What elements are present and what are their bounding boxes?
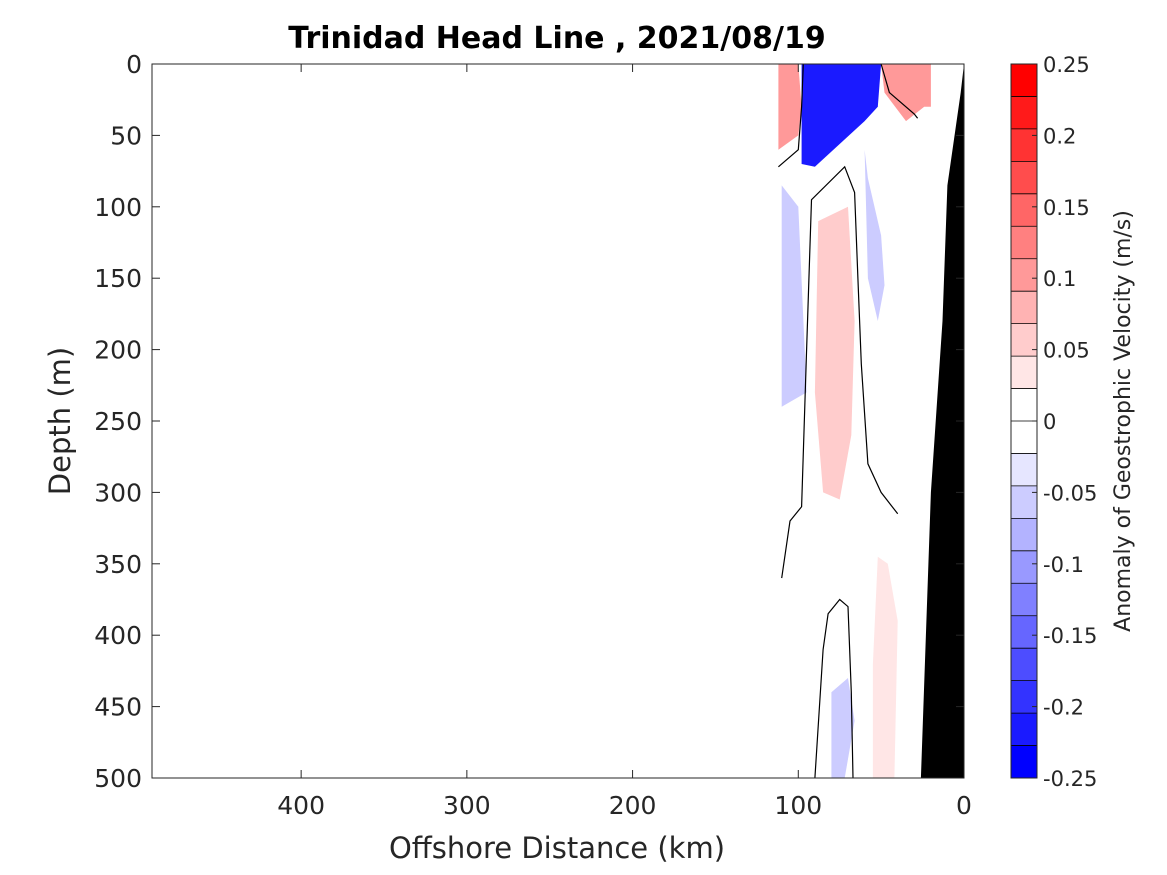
colorbar-band: [1011, 291, 1037, 324]
contour-fill-layer: [778, 64, 931, 778]
x-axis-ticks: 400 300 200 100 0: [277, 64, 972, 820]
plot-area: [151, 63, 965, 779]
colorbar-band: [1011, 550, 1037, 584]
contour-region: [778, 64, 802, 150]
y-tick-label: 350: [94, 550, 142, 579]
y-axis-ticks: 0 50 100 150 200 250 300 350 400 450 500: [94, 50, 964, 793]
x-tick-label: 200: [609, 791, 657, 820]
colorbar-band: [1011, 680, 1037, 714]
contour-region: [864, 149, 885, 321]
contour-region: [781, 185, 807, 407]
y-tick-label: 150: [94, 264, 142, 293]
colorbar-band: [1011, 64, 1037, 97]
y-tick-label: 500: [94, 764, 142, 793]
contour-region: [801, 64, 882, 167]
colorbar-band: [1011, 421, 1037, 454]
contour-region: [872, 556, 898, 778]
zero-contour-line: [781, 165, 899, 579]
colorbar-tick-label: -0.1: [1043, 553, 1084, 577]
chart-title: Trinidad Head Line , 2021/08/19: [288, 21, 825, 56]
colorbar-band: [1011, 193, 1037, 227]
y-axis-label: Depth (m): [43, 347, 77, 495]
colorbar-tick-label: 0.05: [1043, 339, 1090, 363]
colorbar-tick-label: 0.2: [1043, 124, 1076, 148]
zero-contour-layer: [778, 63, 919, 779]
colorbar-band: [1011, 356, 1037, 389]
colorbar-band: [1011, 518, 1037, 552]
colorbar-tick-label: -0.15: [1043, 624, 1097, 648]
y-tick-label: 400: [94, 621, 142, 650]
colorbar-band: [1011, 128, 1037, 162]
colorbar-band: [1011, 713, 1037, 746]
bathymetry-seafloor: [920, 64, 964, 778]
colorbar-band: [1011, 485, 1037, 519]
x-tick-label: 0: [956, 791, 972, 820]
zero-contour-line: [778, 63, 804, 168]
zero-contour-line: [814, 598, 854, 779]
colorbar-band: [1011, 258, 1037, 292]
bathymetry-layer: [920, 64, 964, 778]
colorbar-tick-label: 0.1: [1043, 267, 1076, 291]
colorbar-tick-label: 0.25: [1043, 53, 1090, 77]
x-tick-label: 100: [774, 791, 822, 820]
colorbar-label: Anomaly of Geostrophic Velocity (m/s): [1111, 210, 1136, 632]
colorbar-band: [1011, 745, 1037, 779]
colorbar: 0.25 0.2 0.15 0.1 0.05 0 -0.05 -0.1 -0.15 -0.2 -0.…: [1010, 53, 1097, 791]
colorbar-band: [1011, 648, 1037, 681]
colorbar-band: [1011, 453, 1037, 487]
colorbar-band: [1011, 323, 1037, 357]
colorbar-tick-label: -0.25: [1043, 767, 1097, 791]
y-tick-label: 250: [94, 407, 142, 436]
y-tick-label: 300: [94, 478, 142, 507]
colorbar-band: [1011, 96, 1037, 130]
y-tick-label: 200: [94, 336, 142, 365]
zero-contour-line: [880, 63, 919, 119]
colorbar-band: [1011, 226, 1037, 260]
contour-region: [881, 64, 931, 122]
colorbar-band: [1011, 161, 1037, 195]
contour-region: [814, 206, 855, 500]
colorbar-band: [1011, 388, 1037, 422]
y-tick-label: 50: [110, 121, 142, 150]
contour-region: [831, 678, 855, 778]
x-tick-label: 400: [277, 791, 325, 820]
colorbar-band: [1011, 615, 1037, 649]
y-tick-label: 0: [126, 50, 142, 79]
colorbar-tick-label: -0.2: [1043, 696, 1084, 720]
colorbar-tick-label: 0.15: [1043, 196, 1090, 220]
x-axis-label: Offshore Distance (km): [389, 831, 725, 865]
x-tick-label: 300: [443, 791, 491, 820]
colorbar-tick-label: 0: [1043, 410, 1056, 434]
y-tick-label: 450: [94, 693, 142, 722]
colorbar-band: [1011, 583, 1037, 617]
y-tick-label: 100: [94, 193, 142, 222]
colorbar-tick-label: -0.05: [1043, 481, 1097, 505]
